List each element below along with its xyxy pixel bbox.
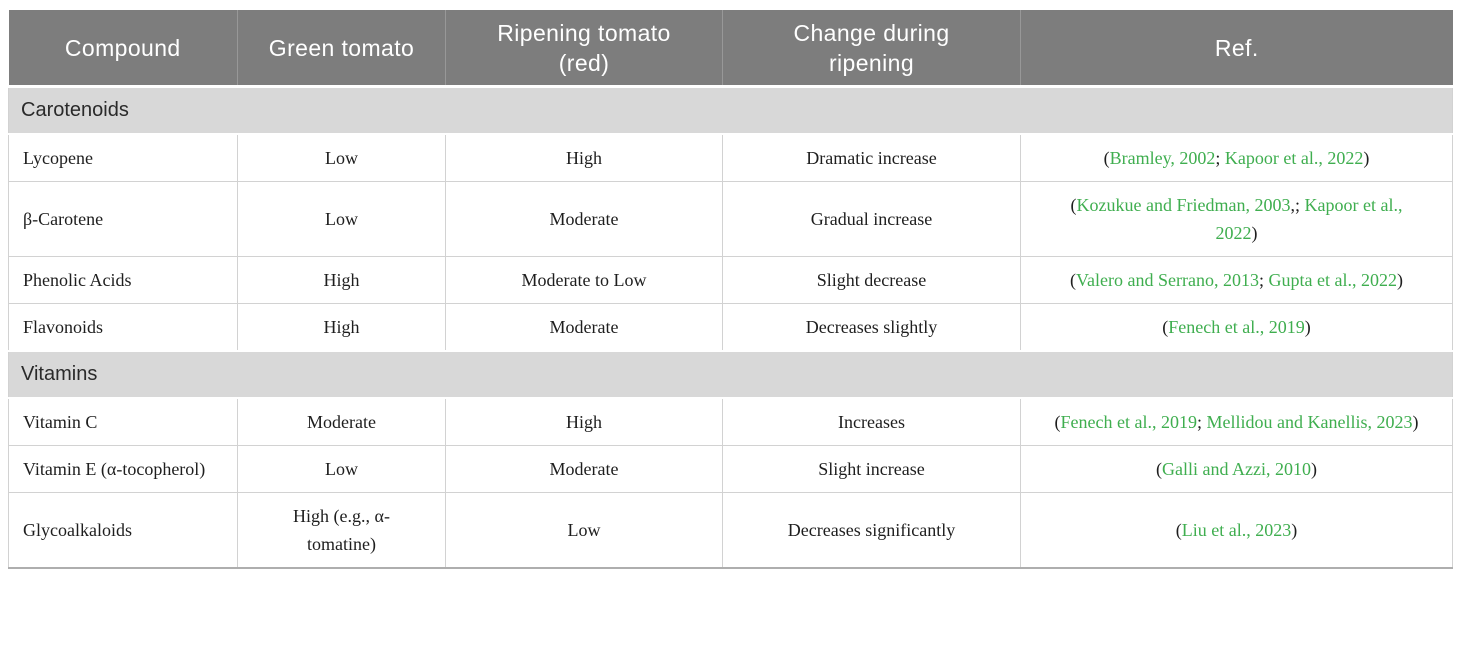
cell-change: Gradual increase <box>722 181 1021 257</box>
ref-punctuation: ) <box>1304 317 1311 337</box>
cell-compound: Glycoalkaloids <box>8 492 238 569</box>
cell-green-tomato: Moderate <box>237 398 446 446</box>
cell-green-tomato: Low <box>237 181 446 257</box>
compound-changes-table: Compound Green tomato Ripening tomato (re… <box>8 10 1453 569</box>
ref-punctuation: ( <box>1162 317 1169 337</box>
compound-changes-table-wrap: Compound Green tomato Ripening tomato (re… <box>8 10 1453 569</box>
citation-link[interactable]: Fenech et al., 2019 <box>1168 317 1305 337</box>
citation-link[interactable]: Kapoor et al., 2022 <box>1224 148 1364 168</box>
cell-compound: Vitamin E (α-tocopherol) <box>8 445 238 493</box>
cell-ref: (Liu et al., 2023) <box>1020 492 1453 569</box>
section-title: Vitamins <box>8 350 1453 399</box>
cell-ripening-tomato: Low <box>445 492 723 569</box>
cell-ref: (Fenech et al., 2019; Mellidou and Kanel… <box>1020 398 1453 446</box>
cell-compound: Lycopene <box>8 134 238 182</box>
ref-punctuation: ) <box>1310 459 1317 479</box>
cell-ref: (Fenech et al., 2019) <box>1020 303 1453 352</box>
column-header-change: Change during ripening <box>722 10 1021 88</box>
ref-punctuation: ) <box>1396 270 1403 290</box>
citation-link[interactable]: Gupta et al., 2022 <box>1268 270 1397 290</box>
table-row: Phenolic Acids High Moderate to Low Slig… <box>8 256 1453 304</box>
column-header-ref: Ref. <box>1020 10 1453 88</box>
citation-link[interactable]: Galli and Azzi, 2010 <box>1162 459 1311 479</box>
cell-green-tomato: Low <box>237 445 446 493</box>
column-header-green-tomato: Green tomato <box>237 10 446 88</box>
ref-punctuation: ) <box>1291 520 1298 540</box>
cell-change: Decreases slightly <box>722 303 1021 352</box>
ref-punctuation: ) <box>1251 223 1258 243</box>
citation-link[interactable]: Liu et al., 2023 <box>1181 520 1292 540</box>
cell-change: Slight decrease <box>722 256 1021 304</box>
cell-ripening-tomato: Moderate <box>445 303 723 352</box>
cell-ripening-tomato: Moderate <box>445 181 723 257</box>
cell-compound: Vitamin C <box>8 398 238 446</box>
ref-punctuation: ( <box>1156 459 1163 479</box>
ref-punctuation: ( <box>1070 270 1077 290</box>
column-header-ripening-tomato: Ripening tomato (red) <box>445 10 723 88</box>
column-header-label: ripening <box>828 49 915 76</box>
column-header-label: Green tomato <box>268 34 415 61</box>
cell-ripening-tomato: Moderate to Low <box>445 256 723 304</box>
table-row: Flavonoids High Moderate Decreases sligh… <box>8 303 1453 352</box>
cell-change: Slight increase <box>722 445 1021 493</box>
table-row: Vitamin C Moderate High Increases (Fenec… <box>8 398 1453 446</box>
section-row-carotenoids: Carotenoids <box>8 85 1453 135</box>
cell-change: Decreases significantly <box>722 492 1021 569</box>
cell-change: Increases <box>722 398 1021 446</box>
citation-link[interactable]: Valero and Serrano, 2013 <box>1076 270 1259 290</box>
section-row-vitamins: Vitamins <box>8 350 1453 399</box>
cell-ref: (Valero and Serrano, 2013; Gupta et al.,… <box>1020 256 1453 304</box>
ref-punctuation: ; <box>1196 412 1207 432</box>
ref-punctuation: ( <box>1054 412 1061 432</box>
column-header-label: Ref. <box>1214 34 1259 61</box>
cell-ref: (Bramley, 2002; Kapoor et al., 2022) <box>1020 134 1453 182</box>
cell-ripening-tomato: High <box>445 134 723 182</box>
ref-punctuation: ) <box>1363 148 1370 168</box>
cell-ripening-tomato: High <box>445 398 723 446</box>
cell-change: Dramatic increase <box>722 134 1021 182</box>
table-row: Glycoalkaloids High (e.g., α-tomatine) L… <box>8 492 1453 569</box>
cell-ref: (Galli and Azzi, 2010) <box>1020 445 1453 493</box>
ref-punctuation: ,; <box>1290 195 1305 215</box>
column-header-label: Change during <box>793 19 950 46</box>
table-row: Vitamin E (α-tocopherol) Low Moderate Sl… <box>8 445 1453 493</box>
cell-ref: (Kozukue and Friedman, 2003,; Kapoor et … <box>1020 181 1453 257</box>
ref-punctuation: ; <box>1258 270 1269 290</box>
cell-compound: Flavonoids <box>8 303 238 352</box>
ref-punctuation: ( <box>1070 195 1077 215</box>
ref-punctuation: ( <box>1103 148 1110 168</box>
section-title: Carotenoids <box>8 85 1453 135</box>
header-row: Compound Green tomato Ripening tomato (re… <box>8 10 1453 88</box>
citation-link[interactable]: Kozukue and Friedman, 2003 <box>1076 195 1291 215</box>
cell-green-tomato: Low <box>237 134 446 182</box>
citation-link[interactable]: Fenech et al., 2019 <box>1060 412 1197 432</box>
cell-compound: Phenolic Acids <box>8 256 238 304</box>
citation-link[interactable]: Mellidou and Kanellis, 2023 <box>1206 412 1413 432</box>
table-row: Lycopene Low High Dramatic increase (Bra… <box>8 134 1453 182</box>
table-row: β-Carotene Low Moderate Gradual increase… <box>8 181 1453 257</box>
cell-green-tomato: High (e.g., α-tomatine) <box>237 492 446 569</box>
ref-punctuation: ( <box>1175 520 1182 540</box>
column-header-label: (red) <box>558 49 610 76</box>
cell-green-tomato: High <box>237 303 446 352</box>
column-header-compound: Compound <box>8 10 238 88</box>
ref-punctuation: ; <box>1215 148 1225 168</box>
column-header-label: Compound <box>64 34 181 61</box>
cell-green-tomato: High <box>237 256 446 304</box>
cell-compound: β-Carotene <box>8 181 238 257</box>
citation-link[interactable]: Bramley, 2002 <box>1109 148 1216 168</box>
ref-punctuation: ) <box>1412 412 1419 432</box>
citation-link[interactable]: Kapoor et al., 2022 <box>1215 195 1403 243</box>
cell-ripening-tomato: Moderate <box>445 445 723 493</box>
column-header-label: Ripening tomato <box>497 19 671 46</box>
